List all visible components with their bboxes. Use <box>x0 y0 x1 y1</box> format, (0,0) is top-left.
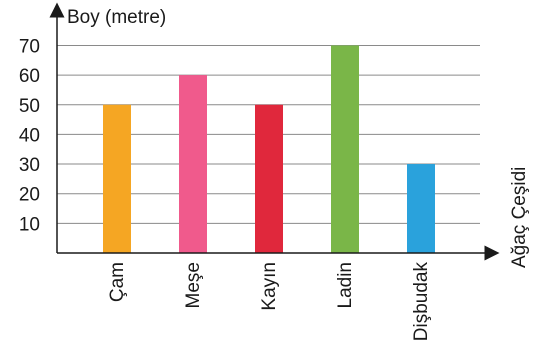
bar-1 <box>179 75 207 253</box>
y-tick-label: 70 <box>19 36 40 57</box>
x-category-label: Ladin <box>335 262 356 309</box>
bar-3 <box>331 45 359 254</box>
y-tick-labels: 10 20 30 40 50 60 70 <box>19 36 40 235</box>
x-category-label: Dişbudak <box>411 262 432 342</box>
y-tick-label: 50 <box>19 96 40 117</box>
y-tick-label: 30 <box>19 155 40 176</box>
x-category-label: Çam <box>107 262 128 302</box>
x-category-label: Meşe <box>183 262 204 308</box>
y-tick-label: 10 <box>19 214 40 235</box>
y-tick-label: 60 <box>19 66 40 87</box>
x-category-label: Kayın <box>259 262 280 311</box>
x-axis-title: Ağaç Çeşidi <box>509 167 530 268</box>
bar-2 <box>255 104 283 253</box>
y-tick-label: 20 <box>19 185 40 206</box>
y-axis-title: Boy (metre) <box>67 7 166 28</box>
bar-4 <box>407 164 435 253</box>
x-category-labels: Çam Meşe Kayın Ladin Dişbudak <box>107 262 432 342</box>
bars <box>103 45 435 254</box>
bar-0 <box>103 104 131 253</box>
y-tick-label: 40 <box>19 125 40 146</box>
